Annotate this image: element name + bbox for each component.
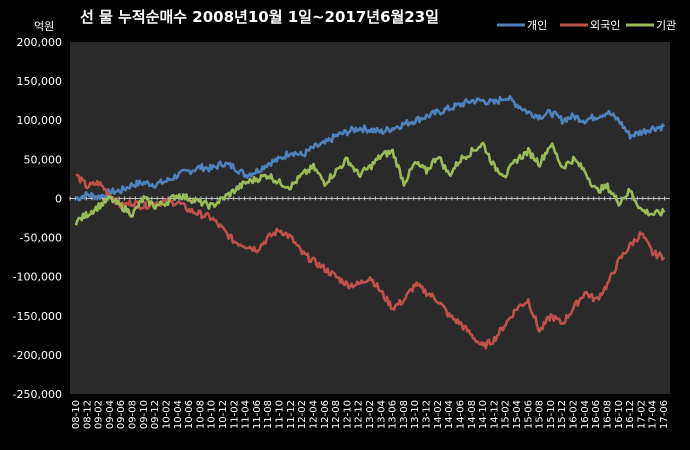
x-tick-label: 13-12 bbox=[422, 400, 433, 429]
x-tick-label: 16-10 bbox=[614, 400, 625, 429]
x-tick-label: 09-06 bbox=[116, 400, 127, 429]
x-tick-label: 15-06 bbox=[523, 400, 534, 429]
x-tick-label: 13-04 bbox=[376, 400, 387, 429]
x-tick-label: 16-06 bbox=[591, 400, 602, 429]
x-tick-label: 16-04 bbox=[580, 400, 591, 429]
x-axis-ticks: 08-10 08-12 09-02 09-04 09-06 09-08 09-10 09-12… bbox=[71, 400, 670, 429]
x-tick-label: 12-08 bbox=[331, 400, 342, 429]
y-tick-label: 150,000 bbox=[17, 75, 63, 88]
x-tick-label: 08-12 bbox=[82, 400, 93, 429]
x-tick-label: 12-12 bbox=[354, 400, 365, 429]
y-tick-label: -150,000 bbox=[13, 310, 62, 323]
series-line-1 bbox=[75, 95, 666, 202]
x-tick-label: 12-06 bbox=[320, 400, 331, 429]
x-tick-label: 12-04 bbox=[308, 400, 319, 429]
x-tick-label: 14-02 bbox=[433, 400, 444, 429]
x-tick-label: 15-10 bbox=[546, 400, 557, 429]
x-tick-label: 09-10 bbox=[139, 400, 150, 429]
x-tick-label: 17-06 bbox=[659, 400, 670, 429]
y-tick-label: -50,000 bbox=[20, 232, 62, 245]
x-tick-label: 13-02 bbox=[365, 400, 376, 429]
x-tick-label: 17-04 bbox=[648, 400, 659, 429]
y-tick-label: 200,000 bbox=[17, 36, 63, 49]
legend-label: 외국인 bbox=[590, 19, 620, 32]
series-line-2 bbox=[75, 173, 666, 350]
legend-label: 기관 bbox=[656, 19, 676, 32]
x-tick-label: 16-08 bbox=[602, 400, 613, 429]
x-tick-label: 12-10 bbox=[342, 400, 353, 429]
x-tick-label: 10-12 bbox=[218, 400, 229, 429]
y-tick-label: 0 bbox=[55, 192, 62, 205]
y-tick-label: 100,000 bbox=[17, 114, 63, 127]
x-tick-label: 11-02 bbox=[229, 400, 240, 429]
legend: 개인 외국인 기관 bbox=[497, 19, 676, 32]
x-tick-label: 16-12 bbox=[625, 400, 636, 429]
chart-title: 선 물 누적순매수 2008년10월 1일~2017년6월23일 bbox=[80, 8, 439, 26]
x-tick-label: 14-04 bbox=[444, 400, 455, 429]
x-tick-label: 15-02 bbox=[501, 400, 512, 429]
x-tick-label: 08-10 bbox=[71, 400, 82, 429]
plot-area bbox=[70, 42, 670, 394]
x-tick-label: 12-02 bbox=[297, 400, 308, 429]
x-tick-label: 10-04 bbox=[173, 400, 184, 429]
x-tick-label: 10-02 bbox=[161, 400, 172, 429]
x-tick-label: 13-10 bbox=[410, 400, 421, 429]
x-tick-label: 10-08 bbox=[195, 400, 206, 429]
x-tick-label: 11-12 bbox=[286, 400, 297, 429]
series-group bbox=[74, 95, 666, 350]
x-tick-label: 10-10 bbox=[207, 400, 218, 429]
x-tick-label: 13-08 bbox=[399, 400, 410, 429]
x-tick-label: 14-06 bbox=[455, 400, 466, 429]
x-tick-label: 14-08 bbox=[467, 400, 478, 429]
x-tick-label: 11-10 bbox=[275, 400, 286, 429]
x-tick-label: 14-10 bbox=[478, 400, 489, 429]
x-tick-label: 14-12 bbox=[489, 400, 500, 429]
x-tick-label: 16-02 bbox=[569, 400, 580, 429]
x-tick-label: 15-04 bbox=[512, 400, 523, 429]
x-tick-label: 09-12 bbox=[150, 400, 161, 429]
x-tick-label: 15-08 bbox=[535, 400, 546, 429]
x-tick-label: 09-04 bbox=[105, 400, 116, 429]
x-tick-label: 17-02 bbox=[636, 400, 647, 429]
y-tick-label: -200,000 bbox=[13, 349, 62, 362]
x-tick-label: 10-06 bbox=[184, 400, 195, 429]
series-line-3 bbox=[74, 141, 666, 226]
x-tick-label: 15-12 bbox=[557, 400, 568, 429]
x-tick-label: 09-08 bbox=[128, 400, 139, 429]
y-tick-label: 50,000 bbox=[24, 153, 63, 166]
y-tick-label: -100,000 bbox=[13, 271, 62, 284]
legend-label: 개인 bbox=[527, 19, 547, 32]
x-tick-label: 13-06 bbox=[388, 400, 399, 429]
y-tick-label: -250,000 bbox=[13, 388, 62, 401]
x-tick-label: 11-08 bbox=[263, 400, 274, 429]
y-axis-unit: 억원 bbox=[34, 20, 54, 33]
x-tick-label: 11-06 bbox=[252, 400, 263, 429]
x-tick-label: 09-02 bbox=[94, 400, 105, 429]
y-axis-ticks: 200,000 150,000 100,000 50,000 0 -50,000 -100,… bbox=[13, 36, 62, 401]
x-tick-label: 11-04 bbox=[241, 400, 252, 429]
